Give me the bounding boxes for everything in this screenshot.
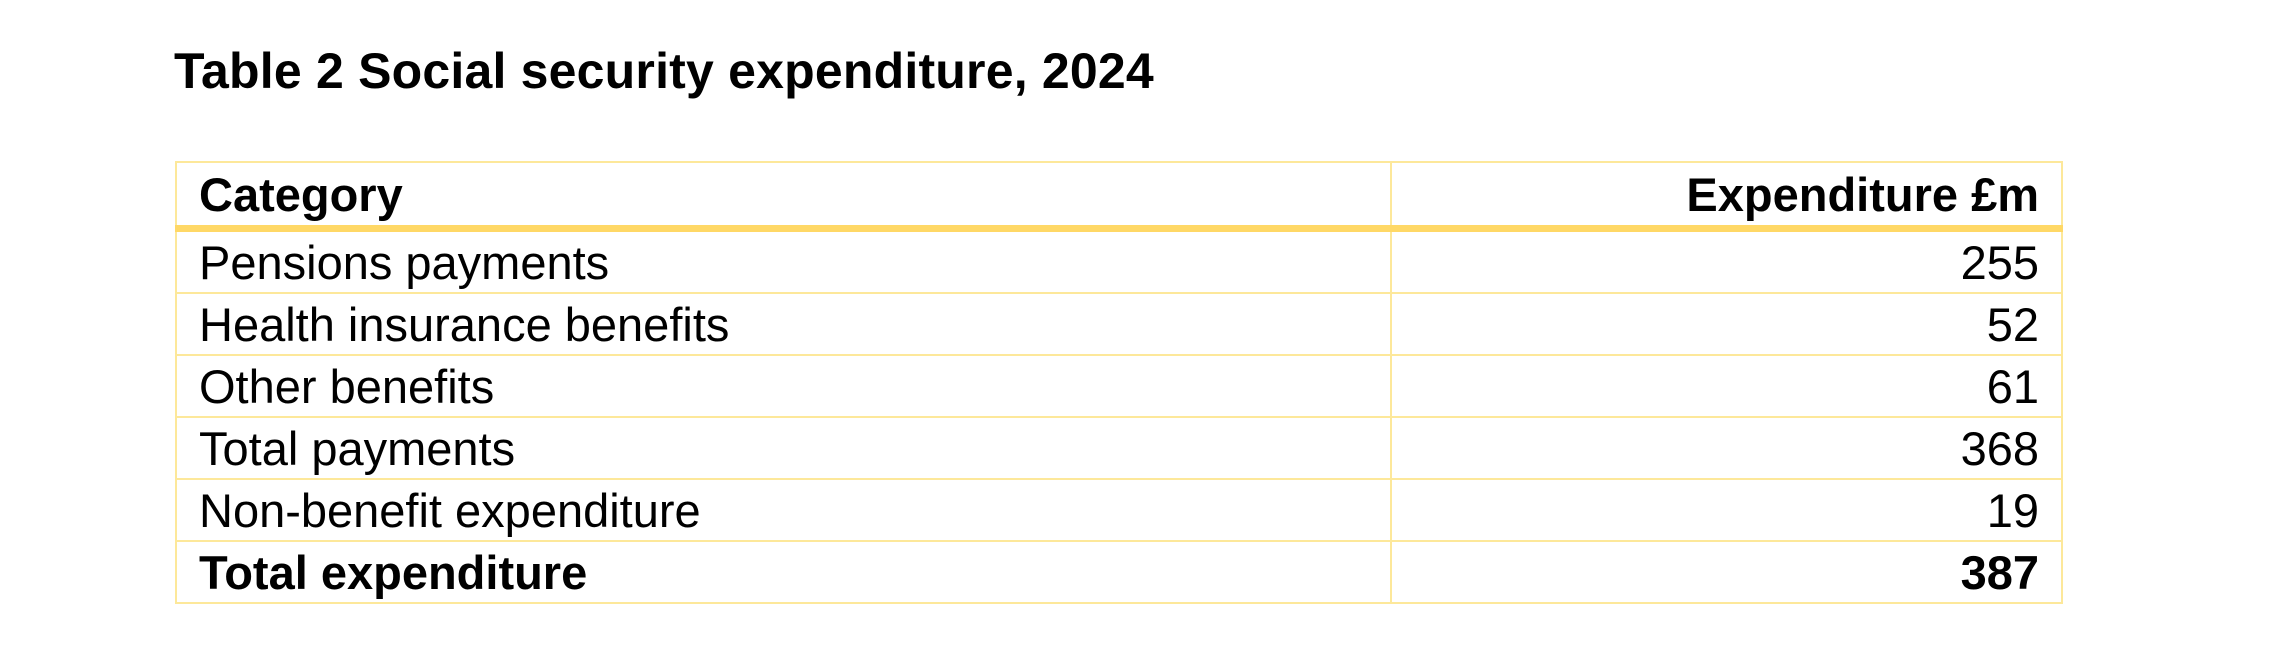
table-header-row: Category Expenditure £m (175, 161, 2063, 232)
table-row: Non-benefit expenditure 19 (175, 478, 2063, 542)
column-header-expenditure: Expenditure £m (1390, 161, 2063, 232)
column-header-category: Category (175, 161, 1392, 232)
table-total-row: Total expenditure 387 (175, 540, 2063, 604)
category-cell: Total payments (175, 416, 1392, 480)
category-cell: Non-benefit expenditure (175, 478, 1392, 542)
category-cell: Other benefits (175, 354, 1392, 418)
expenditure-cell: 368 (1390, 416, 2063, 480)
category-cell: Total expenditure (175, 540, 1392, 604)
table-title: Table 2 Social security expenditure, 202… (174, 43, 1154, 99)
expenditure-cell: 61 (1390, 354, 2063, 418)
expenditure-cell: 255 (1390, 227, 2063, 294)
expenditure-cell: 52 (1390, 292, 2063, 356)
expenditure-cell: 387 (1390, 540, 2063, 604)
table-row: Health insurance benefits 52 (175, 292, 2063, 356)
table-row: Total payments 368 (175, 416, 2063, 480)
category-cell: Health insurance benefits (175, 292, 1392, 356)
expenditure-table: Category Expenditure £m Pensions payment… (175, 161, 2063, 604)
expenditure-cell: 19 (1390, 478, 2063, 542)
table-row: Other benefits 61 (175, 354, 2063, 418)
category-cell: Pensions payments (175, 227, 1392, 294)
table-row: Pensions payments 255 (175, 227, 2063, 294)
